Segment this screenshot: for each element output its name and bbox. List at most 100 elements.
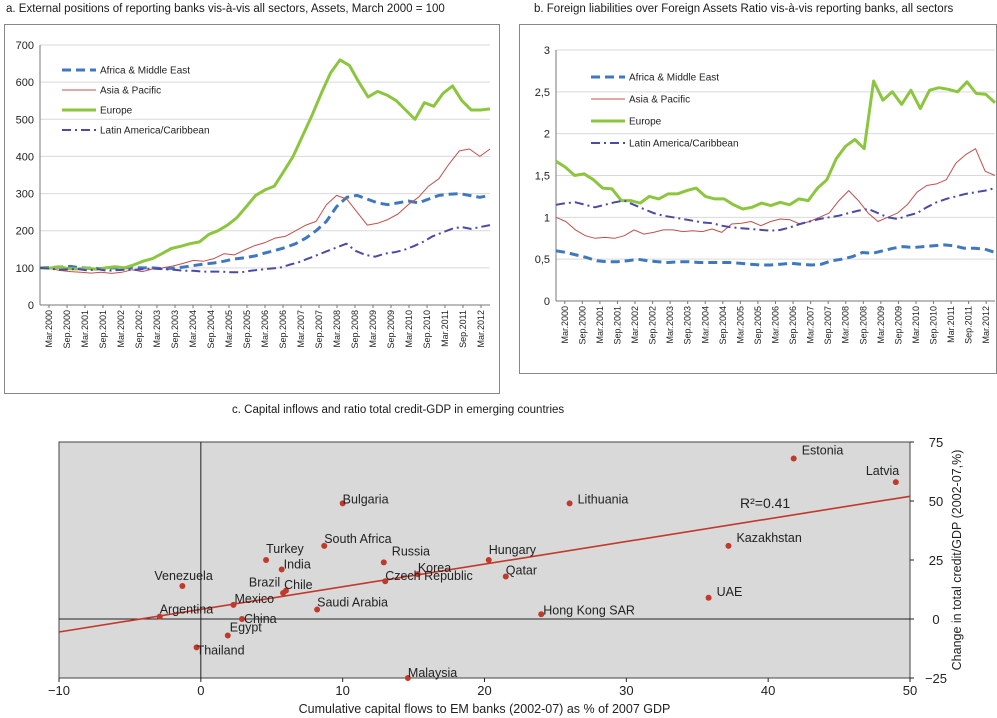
chart-c-point	[790, 455, 797, 462]
chart-b-xtick-label: Mar.2004	[700, 306, 710, 344]
chart-c-point	[485, 557, 492, 563]
chart-c-point	[892, 479, 899, 486]
chart-c-point-label: Argentina	[160, 603, 214, 617]
chart-b-xtick-label: Sep.2011	[964, 306, 974, 344]
chart-b-xtick-label: Mar.2006	[771, 306, 781, 344]
chart-b-xtick-label: Mar.2012	[981, 306, 991, 344]
chart-b-ytick-label: 0	[544, 296, 550, 308]
chart-a-ytick-label: 100	[16, 263, 34, 275]
chart-a-xtick-label: Mar.2010	[404, 310, 414, 348]
chart-a-ytick-label: 700	[16, 40, 34, 52]
chart-c-point	[314, 606, 321, 613]
chart-b-xtick-label: Sep.2000	[577, 306, 587, 345]
chart-c-point	[193, 644, 200, 651]
chart-b-ytick-label: 2	[544, 129, 550, 141]
chart-b-legend-label-1: Asia & Pacific	[629, 95, 690, 106]
chart-c-point-label: Hong Kong SAR	[543, 603, 635, 617]
chart-c-point	[725, 542, 732, 549]
chart-c-ytick-label: 25	[929, 553, 943, 568]
chart-a-xtick-label: Mar.2006	[260, 310, 270, 348]
chart-b-xtick-label: Mar.2005	[735, 306, 745, 344]
chart-b-xtick-label: Sep.2005	[753, 306, 763, 345]
chart-c-point	[705, 594, 712, 601]
chart-c-point	[230, 601, 237, 608]
chart-c-trendline	[58, 495, 911, 633]
chart-a-series-1	[39, 148, 491, 274]
chart-c-point-label: Saudi Arabia	[317, 596, 388, 610]
chart-c-point-label: India	[284, 557, 311, 571]
chart-b-ytick-label: 0,5	[535, 254, 550, 266]
chart-c-ytick-label: 50	[929, 494, 943, 509]
chart-b-ytick-label: 1	[544, 212, 550, 224]
chart-b-xtick-label: Sep.2009	[893, 306, 903, 345]
chart-a-ytick-label: 500	[16, 114, 34, 126]
chart-a-ytick-label: 400	[16, 151, 34, 163]
chart-c-point-label: Egypt	[230, 621, 262, 635]
chart-b-xtick-label: Mar.2007	[806, 306, 816, 344]
chart-a-xtick-label: Mar.2012	[476, 310, 486, 348]
chart-b-series-1	[555, 148, 996, 239]
chart-c-point-label: Venezuela	[154, 569, 212, 583]
chart-c-point-label: Malaysia	[408, 666, 457, 680]
chart-b-xtick-label: Mar.2000	[560, 306, 570, 344]
chart-c-point-label: Korea	[418, 561, 451, 575]
chart-b-xtick-label: Sep.2010	[929, 306, 939, 345]
chart-b-legend-label-3: Latin America/Caribbean	[629, 139, 739, 150]
chart-c-point-label: UAE	[717, 585, 743, 599]
chart-b-xtick-label: Sep.2002	[648, 306, 658, 345]
chart-c-point-label: Brazil	[249, 576, 280, 590]
chart-c-point-label: Bulgaria	[343, 492, 389, 506]
chart-c-point-label: Qatar	[506, 564, 537, 578]
chart-a-series-3	[39, 224, 491, 274]
chart-c-xtick-label: 20	[477, 683, 491, 698]
chart-a-xtick-label: Sep.2005	[242, 310, 252, 349]
chart-c-r2-annotation: R²=0.41	[740, 495, 790, 511]
chart-c-point-label: Turkey	[266, 542, 304, 556]
chart-a-xtick-label: Sep.2001	[98, 310, 108, 349]
chart-c-point-label: South Africa	[324, 532, 391, 546]
chart-c-xtick-label: 30	[619, 683, 633, 698]
chart-b: 0 0,5 1 1,5 2 2,5 3 Mar.2000 Sep.2000 Mar.2001 Sep…	[519, 24, 997, 374]
chart-b-ytick-label: 3	[544, 45, 550, 57]
chart-a-xtick-label: Mar.2005	[224, 310, 234, 348]
chart-c-point	[502, 573, 509, 580]
chart-b-series-2	[555, 79, 997, 211]
chart-a-xtick-label: Sep.2000	[62, 310, 72, 349]
chart-a-ytick-label: 0	[28, 300, 34, 312]
chart-b-xtick-label: Sep.2007	[823, 306, 833, 345]
chart-b-xtick-label: Sep.2006	[788, 306, 798, 345]
chart-a-xtick-label: Mar.2007	[296, 310, 306, 348]
chart-b-xtick-label: Mar.2008	[841, 306, 851, 344]
chart-b-legend-label-0: Africa & Middle East	[629, 73, 719, 84]
chart-a-legend-label-1: Asia & Pacific	[100, 86, 161, 97]
chart-b-title: b. Foreign liabilities over Foreign Asse…	[534, 3, 954, 15]
chart-c-point	[566, 500, 573, 507]
chart-c-point	[156, 613, 163, 620]
chart-c-point-label: Russia	[392, 544, 430, 558]
chart-c-point-label: China	[244, 612, 277, 626]
chart-a-xtick-label: Mar.2009	[368, 310, 378, 348]
chart-c-xtick-label: 40	[761, 683, 775, 698]
chart-c-point-label: Hungary	[489, 543, 537, 557]
chart-c-point	[321, 542, 328, 549]
chart-b-xtick-label: Sep.2003	[683, 306, 693, 345]
chart-a-xtick-label: Mar.2008	[332, 310, 342, 348]
chart-c-point-label: Estonia	[802, 444, 844, 458]
chart-a-ytick-label: 300	[16, 189, 34, 201]
chart-a-xtick-label: Mar.2000	[44, 310, 54, 348]
chart-c-point	[404, 675, 411, 681]
chart-a-xtick-label: Sep.2007	[314, 310, 324, 349]
chart-c-xtick-label: 10	[335, 683, 349, 698]
chart-a-ytick-label: 600	[16, 77, 34, 89]
chart-c-point	[339, 500, 346, 507]
chart-c-point	[263, 557, 270, 563]
chart-b-ytick-label: 1,5	[535, 171, 550, 183]
chart-a-xtick-label: Mar.2004	[188, 310, 198, 348]
chart-a-xtick-label: Sep.2003	[170, 310, 180, 349]
chart-b-xtick-label: Mar.2002	[630, 306, 640, 344]
chart-b-xtick-label: Mar.2009	[876, 306, 886, 344]
chart-b-xtick-label: Mar.2010	[911, 306, 921, 344]
chart-c-point	[179, 582, 186, 589]
chart-a-legend-label-0: Africa & Middle East	[100, 66, 190, 77]
chart-c-point	[224, 632, 231, 639]
